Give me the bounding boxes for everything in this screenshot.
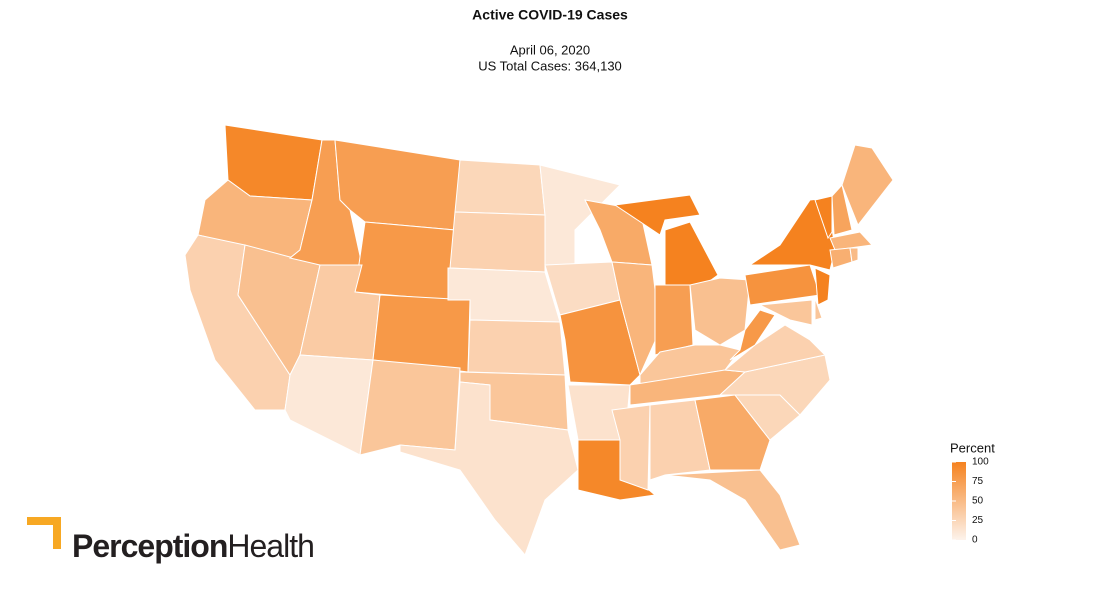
legend-tick-label: 75: [972, 476, 984, 487]
state: [814, 195, 833, 240]
state: [334, 139, 461, 231]
state: [689, 277, 751, 346]
state: [359, 359, 461, 456]
legend-title: Percent: [950, 440, 995, 455]
logo-bold: Perception: [72, 528, 227, 564]
state: [758, 299, 813, 326]
legend-tick-label: 0: [972, 535, 978, 546]
state: [729, 309, 776, 361]
state: [284, 354, 374, 456]
state: [449, 211, 546, 273]
state: [649, 399, 711, 481]
legend-tick-label: 25: [972, 515, 984, 526]
state: [454, 159, 546, 216]
legend-tick-label: 100: [972, 457, 989, 468]
state: [829, 247, 853, 269]
logo-text: PerceptionHealth: [72, 528, 314, 564]
state: [814, 267, 831, 306]
state: [354, 221, 456, 301]
state: [744, 264, 821, 306]
title: Active COVID-19 Cases: [472, 7, 628, 23]
subtitle: US Total Cases: 364,130: [478, 58, 622, 73]
state: [611, 261, 661, 377]
state: [814, 297, 823, 321]
states: [184, 124, 894, 556]
state: [467, 319, 566, 376]
state: [288, 139, 363, 266]
state: [841, 144, 894, 226]
state: [694, 394, 771, 471]
subtitle: April 06, 2020: [510, 42, 590, 57]
state: [611, 404, 651, 491]
state: [831, 183, 853, 236]
state: [829, 231, 874, 251]
legend-tick-label: 50: [972, 496, 984, 507]
state: [654, 284, 694, 356]
state: [399, 381, 579, 556]
state: [664, 469, 801, 551]
logo-icon: [35, 525, 53, 541]
logo-light: Health: [227, 528, 314, 564]
state: [849, 247, 859, 263]
state: [372, 294, 471, 373]
logo: PerceptionHealth: [27, 517, 315, 564]
